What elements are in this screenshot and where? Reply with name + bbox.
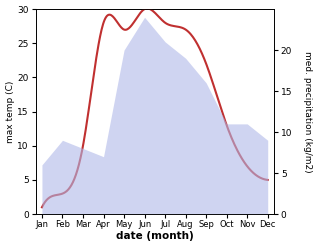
Y-axis label: med. precipitation (kg/m2): med. precipitation (kg/m2): [303, 51, 313, 172]
Y-axis label: max temp (C): max temp (C): [5, 80, 15, 143]
X-axis label: date (month): date (month): [116, 231, 194, 242]
